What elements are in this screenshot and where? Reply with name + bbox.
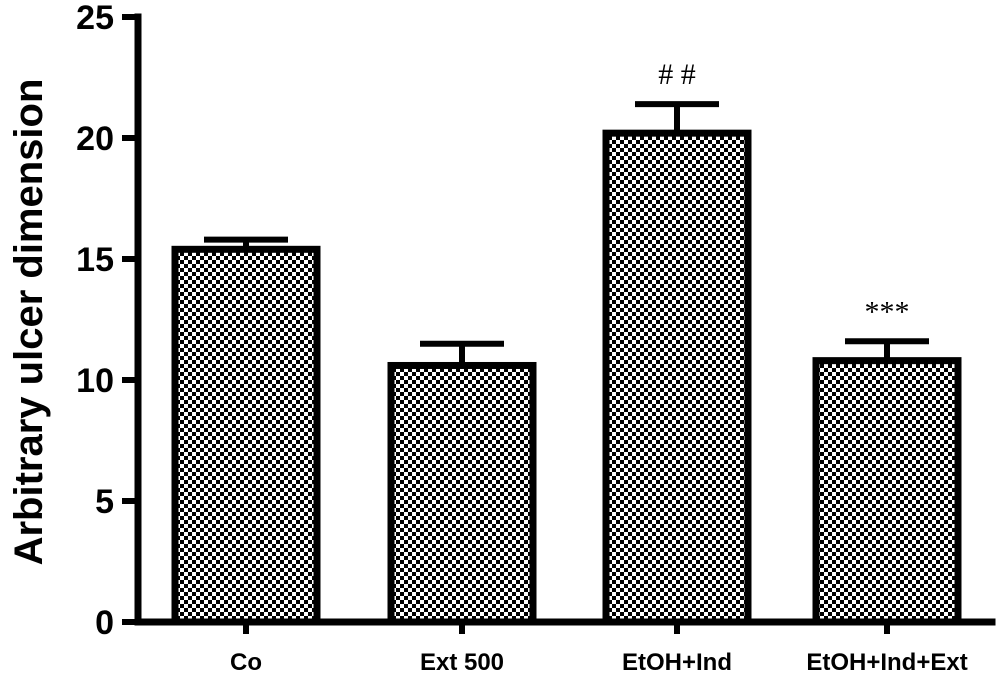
y-tick-label: 15: [76, 241, 114, 279]
y-tick-label: 5: [95, 483, 114, 521]
x-tick-label: Co: [230, 649, 262, 673]
y-tick-label: 10: [76, 362, 114, 400]
x-tick-label: EtOH+Ind: [622, 649, 732, 673]
significance-annotation: ***: [865, 295, 910, 328]
y-axis: 0 5 10 15 20 25: [76, 0, 142, 642]
y-tick-label: 20: [76, 120, 114, 158]
bars: # # ***: [171, 58, 962, 626]
x-axis: Co Ext 500 EtOH+Ind EtOH+Ind+Ext: [134, 618, 996, 673]
y-axis-label: Arbitrary ulcer dimension: [7, 79, 51, 566]
y-tick-label: 0: [95, 604, 114, 642]
x-tick-label: EtOH+Ind+Ext: [806, 649, 967, 673]
bar: [602, 129, 752, 626]
bar: [812, 357, 962, 626]
x-tick-label: Ext 500: [420, 649, 504, 673]
y-tick-label: 25: [76, 0, 114, 37]
bar: [387, 361, 537, 626]
bar: [171, 245, 321, 626]
significance-annotation: # #: [658, 58, 696, 91]
